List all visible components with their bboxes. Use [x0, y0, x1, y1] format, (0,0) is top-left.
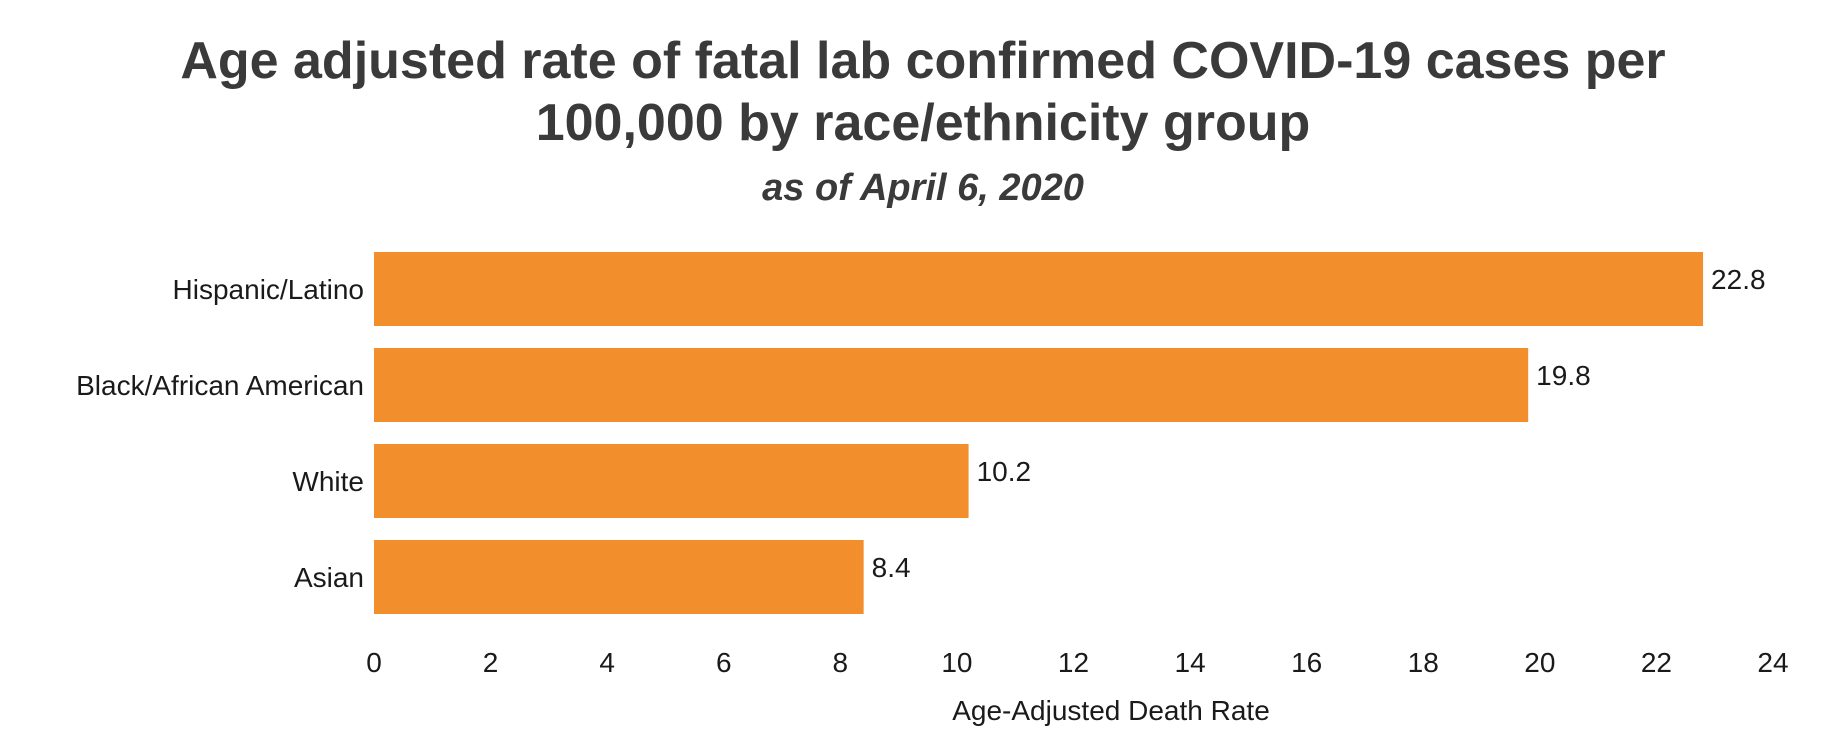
- category-label-asian: Asian: [294, 562, 364, 593]
- category-label-white: White: [292, 466, 364, 497]
- value-label-white: 10.2: [977, 456, 1031, 487]
- value-labels: 22.8 19.8 10.2 8.4: [872, 264, 1766, 583]
- x-tick-label-2: 2: [483, 647, 499, 678]
- x-tick-label-14: 14: [1175, 647, 1206, 678]
- bar-black-african-american: [374, 348, 1529, 422]
- category-label-black-african-american: Black/African American: [76, 370, 364, 401]
- value-label-asian: 8.4: [872, 552, 911, 583]
- x-tick-label-12: 12: [1058, 647, 1089, 678]
- chart-subtitle: as of April 6, 2020: [762, 167, 1084, 209]
- bar-asian: [374, 540, 864, 614]
- x-axis-title: Age-Adjusted Death Rate: [952, 695, 1270, 726]
- x-tick-label-20: 20: [1524, 647, 1555, 678]
- x-tick-label-6: 6: [716, 647, 732, 678]
- x-tick-label-10: 10: [941, 647, 972, 678]
- chart-title-line-1: Age adjusted rate of fatal lab confirmed…: [180, 32, 1665, 90]
- bars-layer: [374, 252, 1704, 614]
- category-labels: Hispanic/Latino Black/African American Whi…: [76, 274, 364, 593]
- x-tick-label-18: 18: [1408, 647, 1439, 678]
- category-label-hispanic-latino: Hispanic/Latino: [173, 274, 364, 305]
- chart-title-line-2: 100,000 by race/ethnicity group: [536, 94, 1311, 152]
- x-tick-label-16: 16: [1291, 647, 1322, 678]
- x-tick-label-24: 24: [1757, 647, 1788, 678]
- x-axis-ticks: 0 2 4 6 8 10 12 14 16 18 20 22 24: [366, 647, 1788, 678]
- value-label-hispanic-latino: 22.8: [1711, 264, 1766, 295]
- x-tick-label-0: 0: [366, 647, 382, 678]
- value-label-black-african-american: 19.8: [1536, 360, 1591, 391]
- bar-hispanic-latino: [374, 252, 1704, 326]
- x-tick-label-22: 22: [1641, 647, 1672, 678]
- x-tick-label-4: 4: [599, 647, 615, 678]
- x-tick-label-8: 8: [833, 647, 849, 678]
- bar-white: [374, 444, 969, 518]
